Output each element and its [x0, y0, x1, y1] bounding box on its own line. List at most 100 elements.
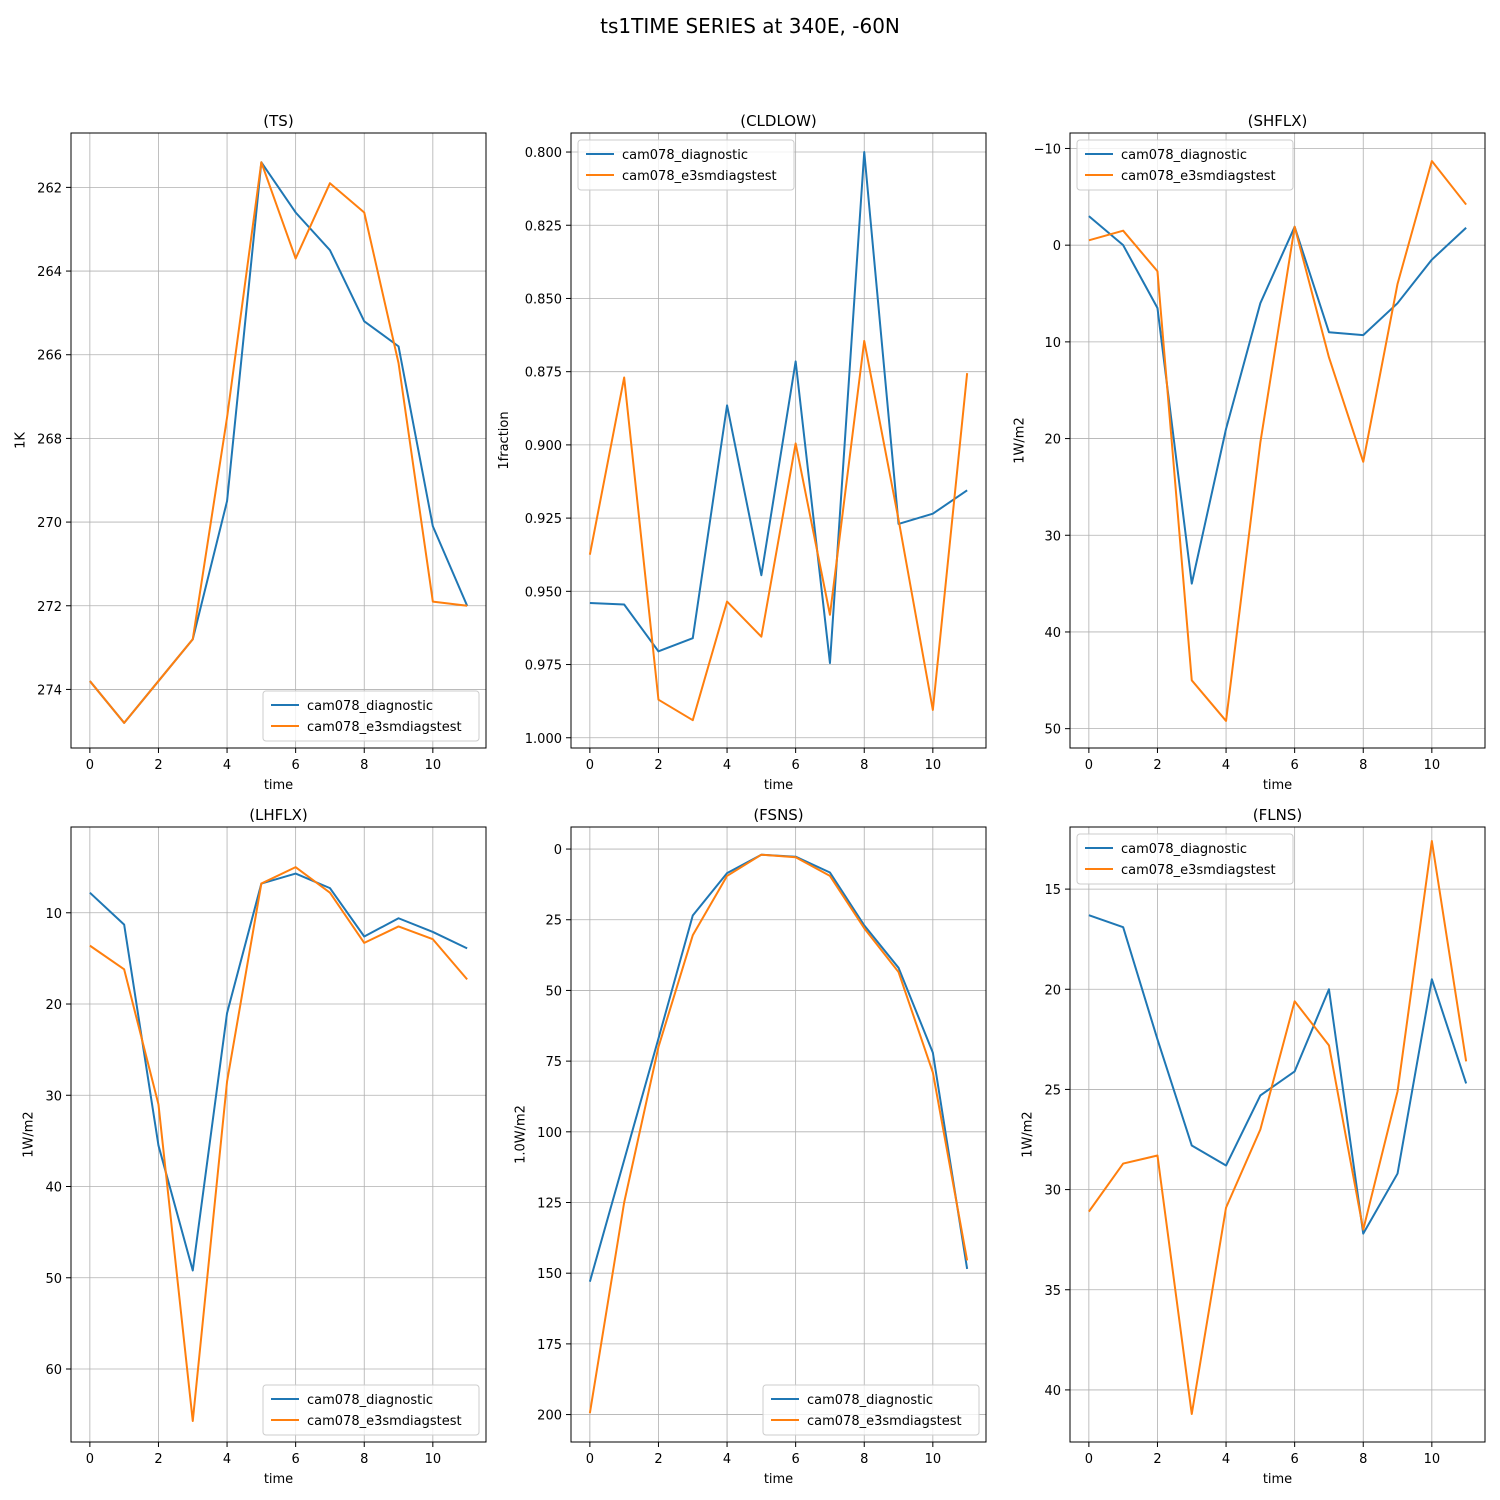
legend-box: [1076, 833, 1294, 885]
x-tick-label: 0: [86, 1452, 94, 1467]
legend-entry: cam078_diagnostic: [622, 148, 748, 163]
y-tick-label: 30: [45, 1089, 62, 1104]
y-tick-label: 20: [1044, 433, 1061, 448]
x-tick-label: 8: [860, 1452, 868, 1467]
legend-entry: cam078_e3smdiagstest: [622, 169, 777, 184]
x-tick-label: 4: [723, 1452, 731, 1467]
x-tick-label: 0: [586, 758, 594, 773]
y-tick-label: 15: [1044, 883, 1061, 898]
x-tick-label: 2: [1153, 1452, 1161, 1467]
y-tick-label: 25: [545, 914, 562, 929]
series-line-cam078_e3smdiagstest: [1088, 840, 1468, 1415]
subplot-title: (CLDLOW): [740, 112, 817, 130]
series-line-cam078_diagnostic: [1088, 215, 1467, 585]
y-tick-label: 10: [45, 907, 62, 922]
x-tick-label: 2: [154, 1452, 162, 1467]
y-tick-label: 0: [1053, 239, 1061, 254]
x-tick-label: 10: [425, 1452, 442, 1467]
series-line-cam078_diagnostic: [1088, 914, 1468, 1235]
y-tick-label: 270: [37, 516, 62, 531]
y-tick-label: 0.925: [525, 512, 562, 527]
x-tick-label: 8: [860, 758, 868, 773]
figure-title: ts1TIME SERIES at 340E, -60N: [600, 14, 900, 38]
subplot-title: (SHFLX): [1248, 112, 1308, 130]
y-tick-label: 0.800: [525, 146, 562, 161]
x-tick-label: 2: [1153, 758, 1161, 773]
x-tick-label: 8: [1359, 758, 1367, 773]
axes-frame: [1069, 132, 1486, 749]
y-tick-label: 40: [1044, 1384, 1061, 1399]
legend-box: [1076, 139, 1294, 191]
subplot-cldlow: 0 2 4 6 8 10 0.800 0.825 0.850 0.875 0.900 0.925 0.9…: [497, 112, 987, 793]
legend-entry: cam078_e3smdiagstest: [1121, 169, 1276, 184]
legend-entry: cam078_e3smdiagstest: [1121, 863, 1276, 878]
y-tick-label: 150: [537, 1267, 562, 1282]
y-tick-label: 50: [545, 984, 562, 999]
legend: cam078_diagnostic cam078_e3smdiagstest: [1076, 833, 1294, 885]
subplot-flns: 0 2 4 6 8 10 15 20 25 30 35 40 (FLNS) time 1W/m2 cam078…: [1021, 806, 1486, 1487]
y-tick-label: 30: [1044, 1184, 1061, 1199]
y-tick-label: 35: [1044, 1284, 1061, 1299]
y-axis-label: 1.0W/m2: [513, 1105, 528, 1164]
y-tick-label: 0.825: [525, 219, 562, 234]
y-tick-label: 125: [537, 1197, 562, 1212]
x-tick-label: 4: [723, 758, 731, 773]
x-tick-label: 10: [925, 1452, 942, 1467]
x-axis-label: time: [764, 1472, 793, 1487]
series-line-cam078_e3smdiagstest: [588, 339, 969, 722]
y-tick-label: 75: [545, 1055, 562, 1070]
y-tick-label: 20: [45, 998, 62, 1013]
legend-entry: cam078_e3smdiagstest: [807, 1414, 962, 1429]
y-tick-label: 0.875: [525, 366, 562, 381]
series-line-cam078_diagnostic: [89, 872, 468, 1272]
legend-box: [262, 1384, 480, 1436]
x-tick-label: 2: [654, 758, 662, 773]
x-tick-label: 10: [1424, 758, 1441, 773]
x-tick-label: 6: [792, 1452, 800, 1467]
y-axis-label: 1W/m2: [1012, 417, 1027, 463]
y-tick-label: 40: [45, 1181, 62, 1196]
x-tick-label: 10: [1424, 1452, 1441, 1467]
y-tick-label: 175: [537, 1338, 562, 1353]
series-line-cam078_e3smdiagstest: [588, 853, 969, 1414]
subplot-lhflx: 0 2 4 6 8 10 10 20 30 40 50 60 (LHFLX) time 1W/m2 cam07…: [22, 806, 487, 1487]
subplot-title: (TS): [263, 112, 293, 130]
x-tick-label: 0: [86, 758, 94, 773]
axes-frame: [70, 132, 487, 749]
x-tick-label: 0: [1085, 758, 1093, 773]
y-axis-label: 1W/m2: [22, 1111, 37, 1157]
y-tick-label: 25: [1044, 1083, 1061, 1098]
x-tick-label: 4: [223, 758, 231, 773]
legend-entry: cam078_diagnostic: [1121, 148, 1247, 163]
y-tick-label: 50: [1044, 723, 1061, 738]
x-axis-label: time: [1263, 778, 1292, 793]
legend-entry: cam078_e3smdiagstest: [307, 720, 462, 735]
legend-box: [762, 1384, 980, 1436]
subplot-shflx: 0 2 4 6 8 10 −10 0 10 20 30 40 50 (SHFLX) time 1W/m2 cam…: [1012, 112, 1486, 793]
subplot-title: (FSNS): [753, 806, 803, 824]
x-tick-label: 10: [925, 758, 942, 773]
y-tick-label: 40: [1044, 626, 1061, 641]
x-tick-label: 6: [1291, 1452, 1299, 1467]
axes-frame: [70, 826, 487, 1443]
y-tick-label: 10: [1044, 336, 1061, 351]
x-tick-label: 8: [360, 1452, 368, 1467]
y-tick-label: 262: [37, 181, 62, 196]
subplot-title: (LHFLX): [249, 806, 308, 824]
y-tick-label: 0.950: [525, 585, 562, 600]
legend-entry: cam078_diagnostic: [307, 1393, 433, 1408]
y-axis-label: 1K: [13, 432, 28, 449]
x-tick-label: 10: [425, 758, 442, 773]
y-tick-label: 272: [37, 600, 62, 615]
legend-entry: cam078_diagnostic: [807, 1393, 933, 1408]
subplot-title: (FLNS): [1253, 806, 1302, 824]
series-line-cam078_diagnostic: [588, 853, 969, 1282]
y-tick-label: 268: [37, 432, 62, 447]
y-tick-label: 0: [554, 843, 562, 858]
subplot-ts: 0 2 4 6 8 10 262 264 266 268 270 272 274 (TS) time 1K ca…: [13, 112, 487, 793]
series-line-cam078_e3smdiagstest: [1088, 160, 1467, 722]
x-tick-label: 6: [792, 758, 800, 773]
legend: cam078_diagnostic cam078_e3smdiagstest: [762, 1384, 980, 1436]
x-axis-label: time: [264, 778, 293, 793]
